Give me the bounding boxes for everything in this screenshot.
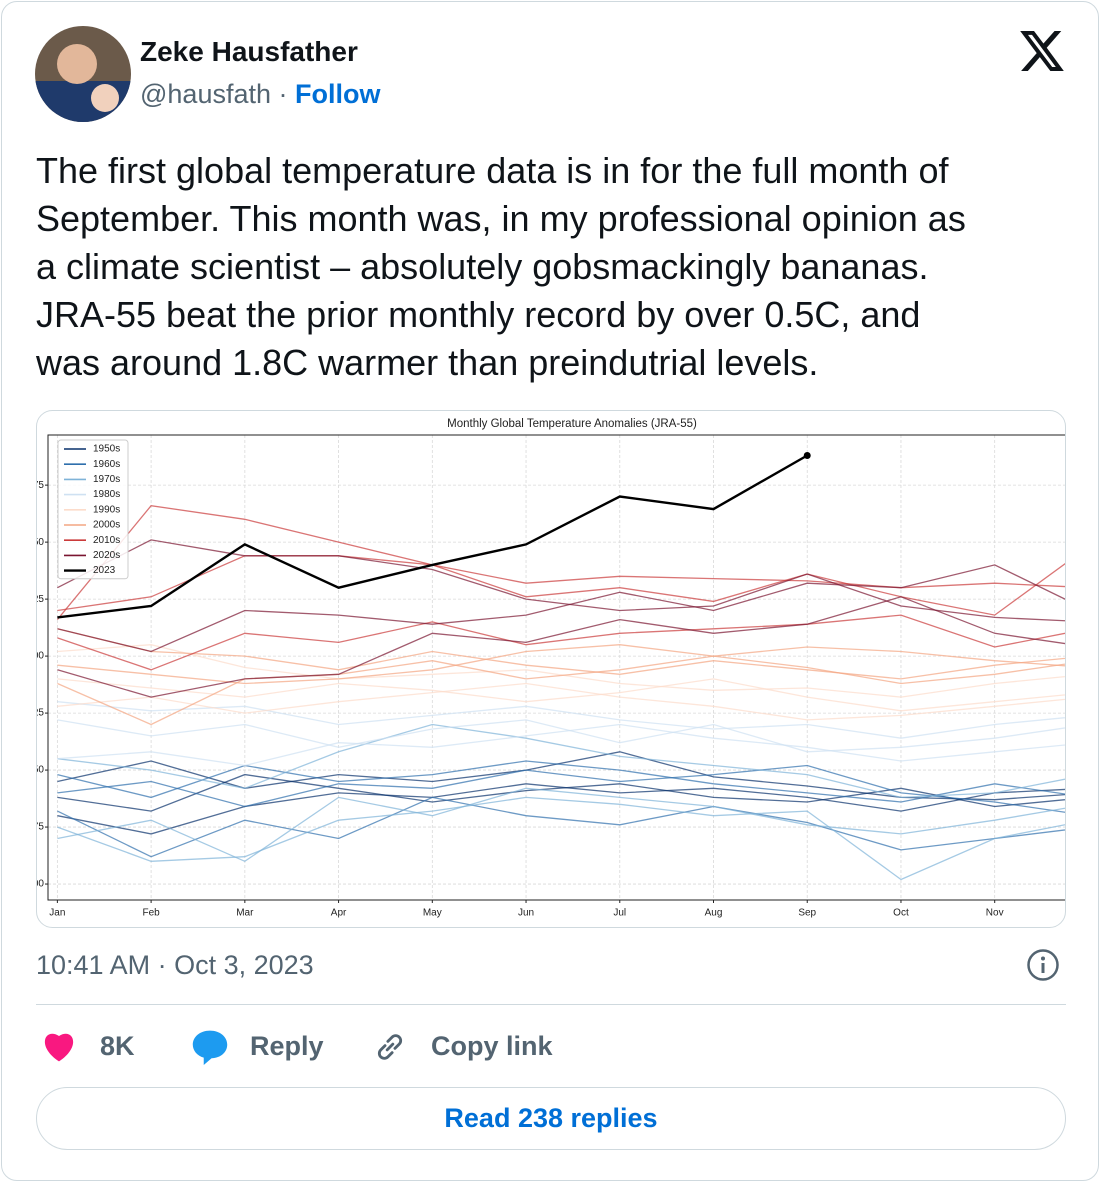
x-tick-label: Jun xyxy=(518,908,534,919)
chart-title: Monthly Global Temperature Anomalies (JR… xyxy=(447,418,697,430)
series-line xyxy=(57,454,808,619)
legend-label: 1990s xyxy=(93,504,120,515)
series-line xyxy=(57,596,1065,698)
series-line xyxy=(57,701,1065,739)
series-line xyxy=(57,564,1065,653)
series-line xyxy=(57,723,1065,799)
legend-label: 1960s xyxy=(93,459,120,470)
series-line xyxy=(57,796,1065,858)
legend-label: 1980s xyxy=(93,489,120,500)
tweet-text-line: a climate scientist – absolutely gobsmac… xyxy=(36,246,929,287)
series-line xyxy=(57,764,1065,817)
tweet-text-line: September. This month was, in my profess… xyxy=(36,198,966,239)
y-tick-label: 25 xyxy=(36,708,44,719)
x-tick-label: Nov xyxy=(986,908,1004,919)
x-tick-label: Oct xyxy=(893,908,909,919)
series-line xyxy=(57,719,1065,753)
plot-frame xyxy=(47,434,1066,901)
x-tick-label: Jan xyxy=(49,908,65,919)
y-tick-label: 50 xyxy=(36,537,44,548)
series-line xyxy=(57,773,1065,812)
x-tick-label: May xyxy=(423,908,442,919)
series-line xyxy=(57,783,1065,835)
timestamp[interactable]: 10:41 AM · Oct 3, 2023 xyxy=(36,950,314,980)
series-line xyxy=(57,760,1065,803)
series-line xyxy=(57,682,1065,721)
author-handle[interactable]: @hausfath xyxy=(140,79,271,109)
x-logo[interactable] xyxy=(1020,31,1064,71)
series-line xyxy=(57,539,1065,623)
legend-box xyxy=(57,439,129,580)
x-tick-label: Aug xyxy=(705,908,723,919)
tweet-text-line: was around 1.8C warmer than preindutrial… xyxy=(36,342,819,383)
link-icon[interactable] xyxy=(372,1030,408,1064)
separator: · xyxy=(278,79,288,109)
tweet-text-line: The first global temperature data is in … xyxy=(36,150,949,191)
series-line xyxy=(57,644,1065,698)
reply-icon[interactable] xyxy=(191,1029,229,1065)
legend-label: 2020s xyxy=(93,550,120,561)
follow-button[interactable]: Follow xyxy=(295,79,381,109)
author-handle-row: @hausfath · Follow xyxy=(140,79,381,110)
avatar[interactable] xyxy=(35,26,131,122)
read-replies-button[interactable]: Read 238 replies xyxy=(36,1087,1066,1150)
series-line xyxy=(57,546,1065,616)
series-line xyxy=(57,751,1065,801)
legend-label: 1970s xyxy=(93,474,120,485)
end-marker xyxy=(803,452,811,460)
series-line xyxy=(57,723,1065,767)
like-count[interactable]: 8K xyxy=(100,1031,135,1061)
legend-label: 2010s xyxy=(93,535,120,546)
legend-label: 2000s xyxy=(93,520,120,531)
chart-background xyxy=(36,410,1066,928)
y-tick-label: 75 xyxy=(36,822,44,833)
y-tick-label: 50 xyxy=(36,765,44,776)
series-line xyxy=(57,628,1065,680)
info-icon[interactable] xyxy=(1026,948,1060,982)
series-line xyxy=(57,678,1065,712)
x-tick-label: Jul xyxy=(613,908,626,919)
chart-image[interactable]: Monthly Global Temperature Anomalies (JR… xyxy=(36,410,1066,928)
y-tick-label: 00 xyxy=(36,651,44,662)
like-icon[interactable] xyxy=(41,1030,77,1062)
image-border xyxy=(36,410,1066,928)
y-tick-label: 75 xyxy=(36,480,44,491)
copy-link-button[interactable]: Copy link xyxy=(431,1031,553,1061)
reply-button[interactable]: Reply xyxy=(250,1031,324,1061)
legend-label: 1950s xyxy=(93,444,120,455)
series-line xyxy=(56,505,1065,621)
series-line xyxy=(57,796,1065,881)
y-tick-label: 00 xyxy=(36,879,44,890)
x-tick-label: Sep xyxy=(798,908,816,919)
x-tick-label: Feb xyxy=(142,908,160,919)
series-line xyxy=(57,614,1065,671)
x-tick-label: Mar xyxy=(236,908,254,919)
author-name[interactable]: Zeke Hausfather xyxy=(140,36,358,67)
series-line xyxy=(57,655,1065,726)
divider xyxy=(36,1004,1066,1005)
legend-label: 2023 xyxy=(93,565,116,576)
x-tick-label: Apr xyxy=(331,908,347,919)
y-tick-label: 25 xyxy=(36,594,44,605)
tweet-text-line: JRA-55 beat the prior monthly record by … xyxy=(36,294,921,335)
series-line xyxy=(57,787,1065,863)
